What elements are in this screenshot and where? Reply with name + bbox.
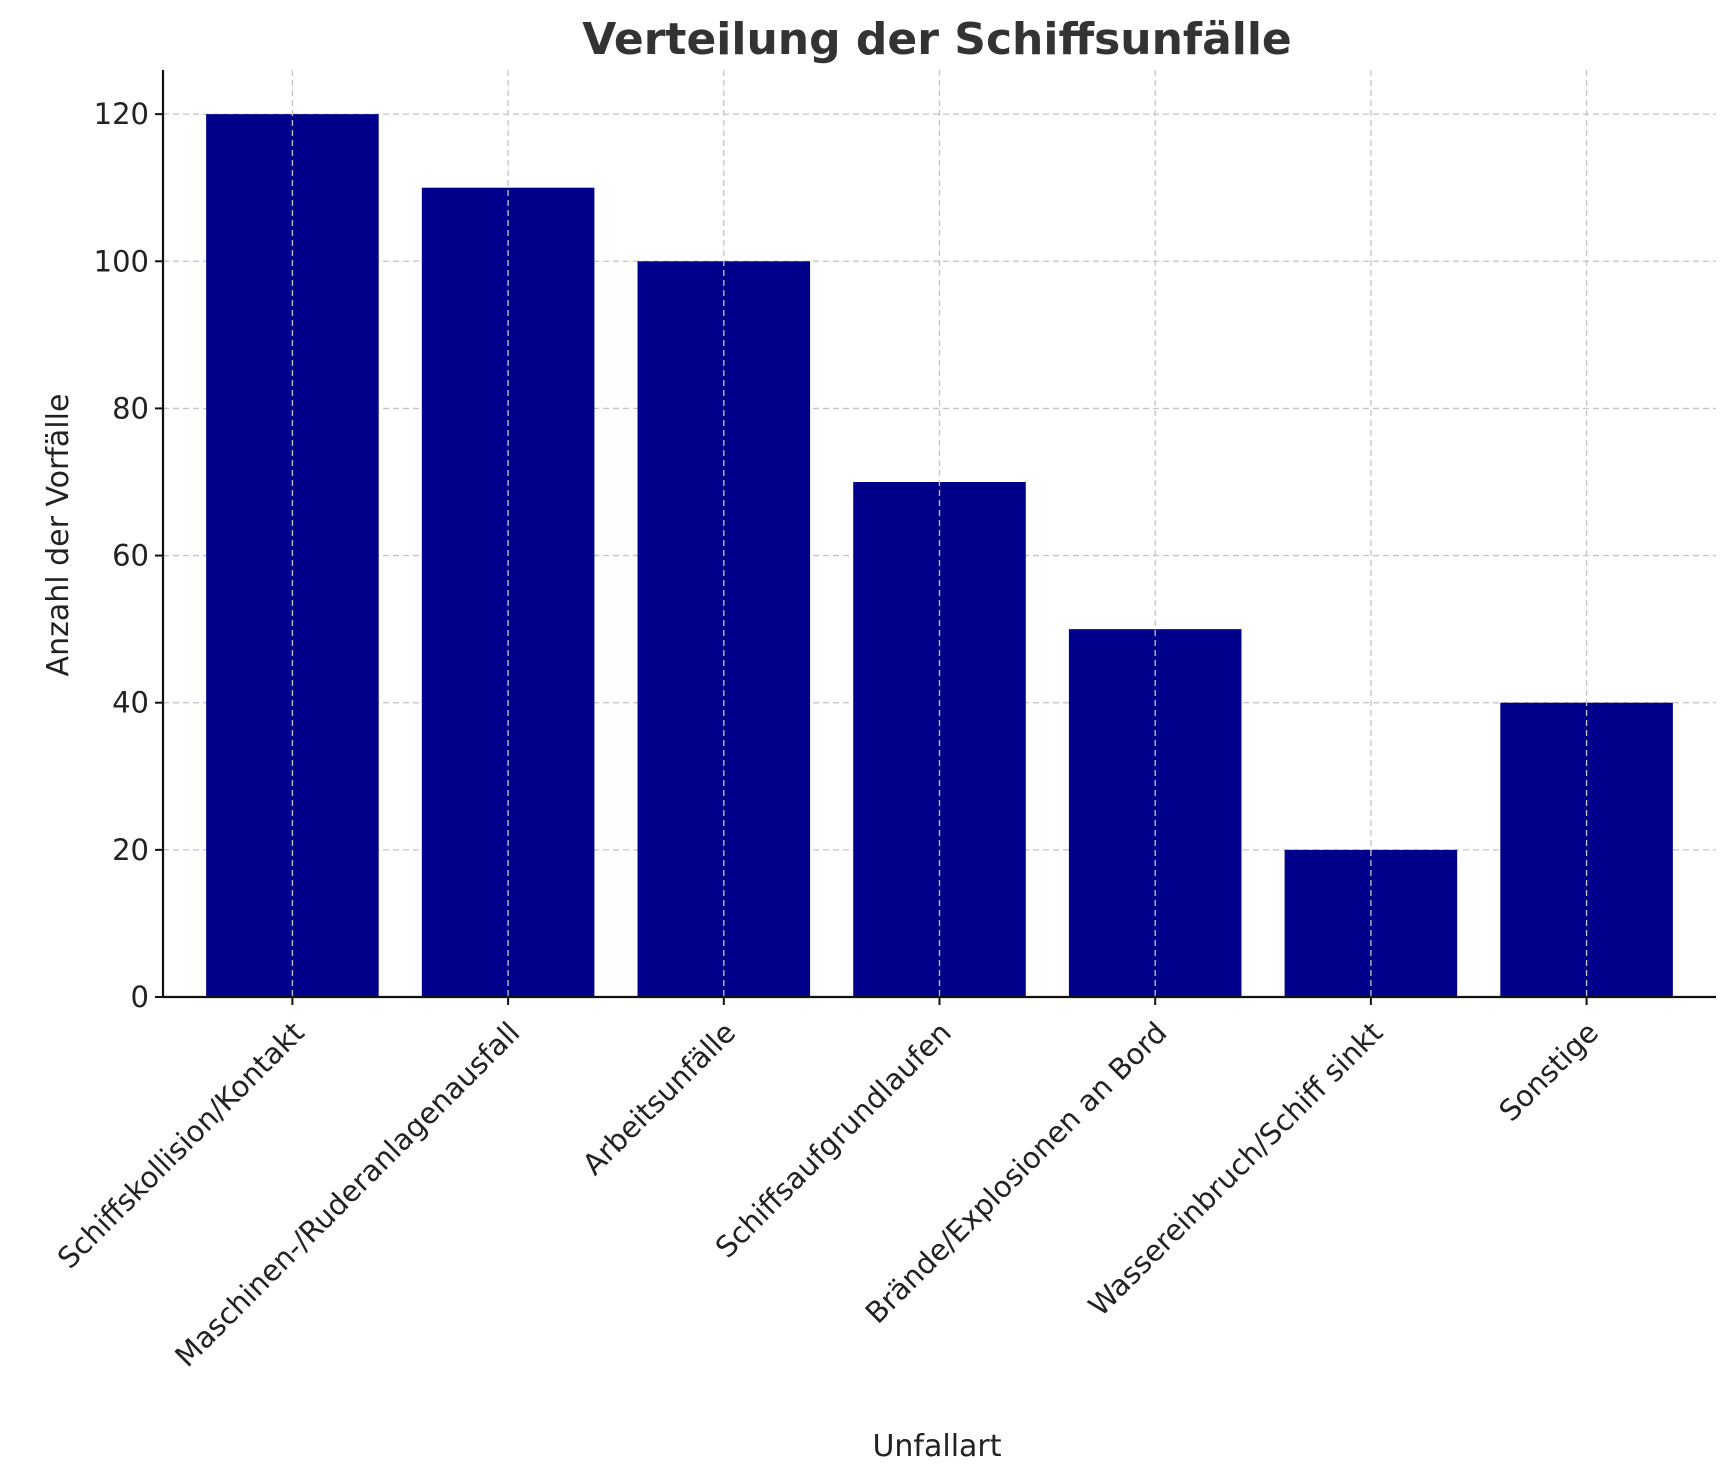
y-tick-label: 100 <box>94 244 149 278</box>
bars <box>206 114 1673 997</box>
chart-title: Verteilung der Schiffsunfälle <box>582 14 1292 65</box>
x-tick-label: Maschinen-/Ruderanlagenausfall <box>168 1015 526 1373</box>
bar <box>853 482 1026 997</box>
y-tick-labels: 0 20 40 60 80 100 120 <box>94 97 163 1014</box>
x-axis-label: Unfallart <box>872 1429 1001 1464</box>
x-tick-labels: Schiffskollision/KontaktMaschinen-/Ruder… <box>51 997 1605 1373</box>
x-tick-label: Schiffsaufgrundlaufen <box>709 1015 958 1264</box>
x-tick-label: Schiffskollision/Kontakt <box>51 1015 311 1275</box>
vertical-grid-lines <box>291 70 1588 997</box>
y-axis-label: Anzahl der Vorfälle <box>41 394 76 677</box>
x-tick-label: Arbeitsunfälle <box>576 1015 742 1181</box>
y-tick-label: 40 <box>112 686 149 720</box>
y-tick-label: 60 <box>112 539 149 573</box>
y-tick-label: 0 <box>131 980 149 1014</box>
y-tick-label: 120 <box>94 97 149 131</box>
y-tick-label: 80 <box>112 391 149 425</box>
y-tick-label: 20 <box>112 833 149 867</box>
x-tick-label: Sonstige <box>1492 1015 1605 1128</box>
